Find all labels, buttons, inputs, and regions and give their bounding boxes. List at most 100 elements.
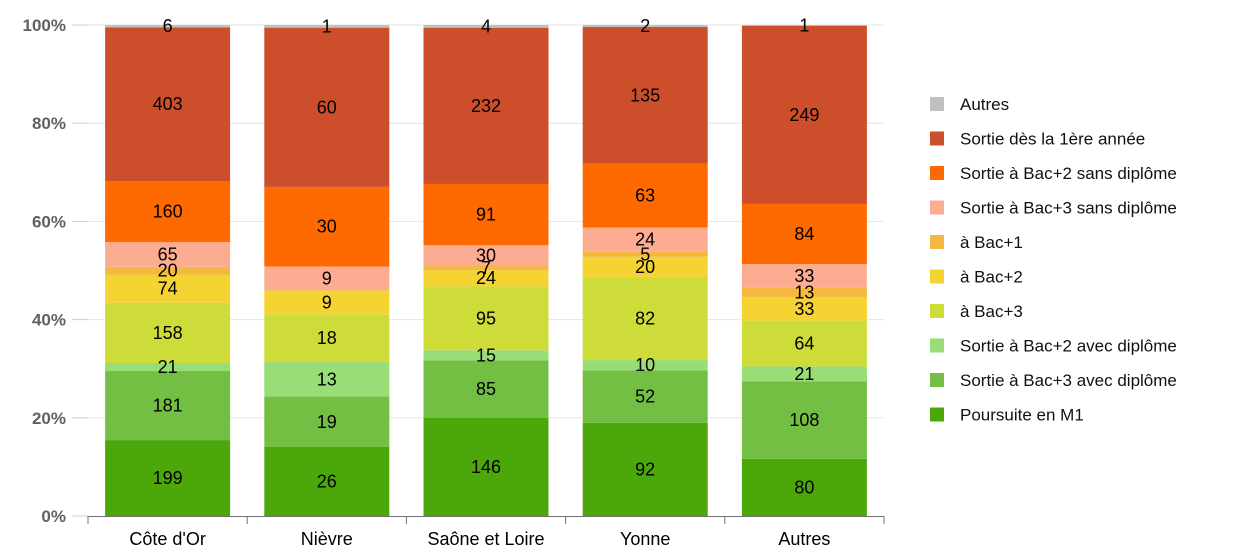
bar-segment[interactable] (423, 245, 549, 266)
bar-segment[interactable] (264, 314, 390, 363)
data-label: 26 (317, 471, 337, 491)
bar-segment[interactable] (741, 296, 867, 321)
axes: 0% 20% 40% 60% 80% 100% Côte d'Or Nièvre Saône e… (23, 16, 885, 549)
bar-segment[interactable] (105, 242, 231, 267)
bar-segment[interactable] (741, 25, 867, 26)
bar-segment[interactable] (264, 266, 390, 291)
bar-segment[interactable] (741, 287, 867, 297)
data-label: 9 (322, 292, 332, 312)
bar-segment[interactable] (741, 320, 867, 367)
bar-segment[interactable] (264, 27, 390, 187)
bar-segment[interactable] (741, 458, 867, 516)
data-label: 82 (635, 309, 655, 329)
legend-item[interactable]: à Bac+3 (930, 302, 1023, 321)
bar-segment[interactable] (423, 27, 549, 184)
bar-segment[interactable] (741, 366, 867, 382)
legend-item[interactable]: à Bac+1 (930, 233, 1023, 252)
legend-item[interactable]: Autres (930, 95, 1009, 114)
legend-item[interactable]: Sortie à Bac+3 sans diplôme (930, 199, 1177, 218)
bar-segment[interactable] (105, 371, 231, 441)
legend-item[interactable]: à Bac+2 (930, 268, 1023, 287)
bar-segment[interactable] (582, 360, 708, 371)
bar-segment[interactable] (423, 183, 549, 246)
bar-segment[interactable] (105, 25, 231, 28)
legend-swatch (930, 304, 944, 318)
bar-segment[interactable] (741, 25, 867, 204)
x-tick-label: Nièvre (301, 529, 353, 549)
data-label: 65 (158, 244, 178, 264)
legend-item[interactable]: Sortie dès la 1ère année (930, 130, 1145, 149)
legend-item[interactable]: Poursuite en M1 (930, 406, 1084, 425)
bar-segment[interactable] (582, 251, 708, 257)
legend-item[interactable]: Sortie à Bac+2 sans diplôme (930, 164, 1177, 183)
bar-segment[interactable] (582, 370, 708, 423)
bar-segment[interactable] (423, 270, 549, 287)
y-tick-label: 100% (23, 16, 66, 35)
legend-label: à Bac+3 (960, 302, 1023, 321)
data-label: 181 (153, 396, 183, 416)
bar-segment[interactable] (423, 265, 549, 271)
bar-segment[interactable] (264, 396, 390, 447)
data-label: 20 (635, 257, 655, 277)
legend: Autres Sortie dès la 1ère année Sortie à B… (930, 95, 1177, 425)
bar-segment[interactable] (741, 264, 867, 288)
legend-swatch (930, 235, 944, 249)
legend-swatch (930, 338, 944, 353)
bar-segment[interactable] (105, 274, 231, 303)
bar-segment[interactable] (582, 277, 708, 361)
data-label: 92 (635, 459, 655, 479)
bar-segment[interactable] (264, 186, 390, 267)
data-label: 199 (153, 468, 183, 488)
bar-segment[interactable] (264, 290, 390, 315)
legend-item[interactable]: Sortie à Bac+2 avec diplôme (930, 337, 1177, 356)
data-label: 5 (640, 244, 650, 264)
y-tick-label: 60% (32, 212, 66, 231)
data-label: 24 (476, 268, 496, 288)
bar-segment[interactable] (741, 381, 867, 459)
data-label: 1 (322, 16, 332, 36)
bar-segment[interactable] (423, 360, 549, 418)
bar-segment[interactable] (423, 350, 549, 361)
data-label: 160 (153, 202, 183, 222)
data-label: 9 (322, 268, 332, 288)
data-label: 80 (794, 477, 814, 497)
legend-label: à Bac+2 (960, 268, 1023, 287)
data-label: 6 (163, 16, 173, 36)
bar-segment[interactable] (423, 25, 549, 28)
legend-label: Sortie à Bac+2 avec diplôme (960, 337, 1177, 356)
bar-segment[interactable] (582, 227, 708, 252)
bar-segment[interactable] (105, 363, 231, 372)
bar-segment[interactable] (264, 362, 390, 397)
bar-segment[interactable] (582, 27, 708, 164)
bar-segment[interactable] (105, 181, 231, 243)
data-label: 4 (481, 16, 491, 36)
bar-segment[interactable] (264, 446, 390, 516)
bar-segment[interactable] (582, 25, 708, 28)
bar-segment[interactable] (105, 302, 231, 364)
data-label: 10 (635, 355, 655, 375)
bar-segment[interactable] (105, 27, 231, 182)
data-label: 30 (317, 217, 337, 237)
data-label: 19 (317, 412, 337, 432)
legend-label: Sortie dès la 1ère année (960, 130, 1145, 149)
bar-segment[interactable] (741, 203, 867, 265)
legend-label: Poursuite en M1 (960, 406, 1084, 425)
bar-segment[interactable] (582, 163, 708, 228)
legend-item[interactable]: Sortie à Bac+3 avec diplôme (930, 371, 1177, 390)
data-label: 403 (153, 94, 183, 114)
bar-segment[interactable] (105, 440, 231, 516)
data-label: 158 (153, 323, 183, 343)
bar-segment[interactable] (582, 256, 708, 278)
y-tick-label: 20% (32, 409, 66, 428)
data-label: 232 (471, 96, 501, 116)
bar-segment[interactable] (264, 25, 390, 28)
bar-segment[interactable] (423, 286, 549, 351)
legend-swatch (930, 269, 944, 284)
bar-segment[interactable] (582, 422, 708, 516)
bar-segment[interactable] (105, 266, 231, 275)
data-label: 20 (158, 261, 178, 281)
data-label: 24 (635, 230, 655, 250)
legend-swatch (930, 407, 944, 422)
bar-segment[interactable] (423, 417, 549, 516)
